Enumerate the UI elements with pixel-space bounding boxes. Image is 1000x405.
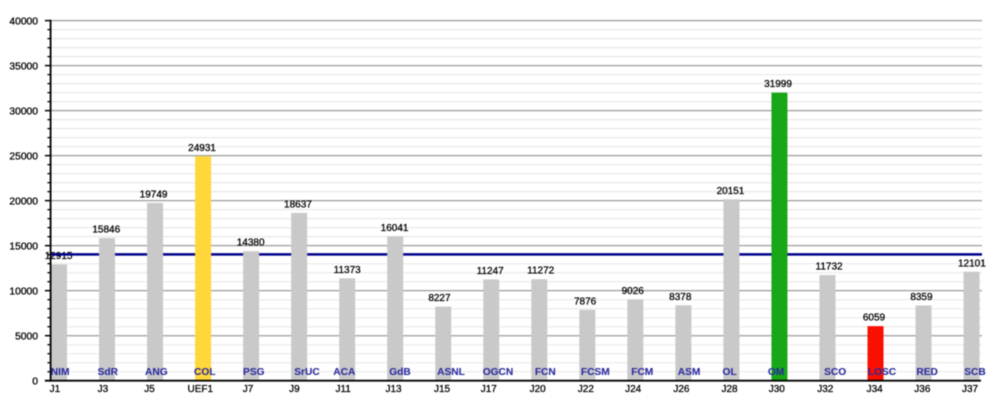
svg-text:ASNL: ASNL xyxy=(437,367,465,378)
svg-text:11272: 11272 xyxy=(527,266,555,277)
svg-text:J11: J11 xyxy=(335,384,351,395)
svg-text:25000: 25000 xyxy=(9,151,38,162)
svg-text:OGCN: OGCN xyxy=(483,367,514,378)
svg-text:FCSM: FCSM xyxy=(581,367,610,378)
svg-text:J32: J32 xyxy=(817,384,834,395)
svg-text:0: 0 xyxy=(32,377,38,388)
svg-text:SCB: SCB xyxy=(964,367,986,378)
svg-text:FCN: FCN xyxy=(535,367,556,378)
svg-text:J30: J30 xyxy=(769,384,786,395)
svg-text:J34: J34 xyxy=(867,384,884,395)
svg-text:11373: 11373 xyxy=(334,265,362,276)
svg-text:J17: J17 xyxy=(481,384,498,395)
svg-text:20000: 20000 xyxy=(9,196,38,207)
svg-text:J1: J1 xyxy=(50,384,61,395)
svg-text:ASM: ASM xyxy=(678,367,701,378)
svg-text:OL: OL xyxy=(723,367,737,378)
svg-text:J26: J26 xyxy=(673,384,690,395)
svg-text:15000: 15000 xyxy=(9,241,38,252)
svg-text:19749: 19749 xyxy=(140,189,168,200)
svg-text:J7: J7 xyxy=(243,384,254,395)
svg-text:J22: J22 xyxy=(578,384,595,395)
svg-text:SrUC: SrUC xyxy=(294,367,320,378)
svg-text:UEF1: UEF1 xyxy=(188,384,214,395)
svg-text:8359: 8359 xyxy=(910,292,933,303)
svg-text:16041: 16041 xyxy=(381,223,409,234)
svg-text:FCM: FCM xyxy=(631,367,653,378)
svg-text:J5: J5 xyxy=(144,384,155,395)
svg-text:20151: 20151 xyxy=(717,186,745,197)
svg-text:35000: 35000 xyxy=(9,61,38,72)
svg-text:15846: 15846 xyxy=(92,225,120,236)
svg-text:NIM: NIM xyxy=(51,367,70,378)
svg-text:LOSC: LOSC xyxy=(868,367,897,378)
svg-text:COL: COL xyxy=(194,367,216,378)
svg-text:J13: J13 xyxy=(385,384,402,395)
svg-text:SdR: SdR xyxy=(98,367,119,378)
svg-text:12915: 12915 xyxy=(45,251,73,262)
svg-text:5000: 5000 xyxy=(15,331,38,342)
svg-text:J24: J24 xyxy=(625,384,642,395)
svg-text:10000: 10000 xyxy=(9,286,38,297)
svg-text:8378: 8378 xyxy=(669,292,692,303)
svg-text:OM: OM xyxy=(768,367,784,378)
svg-text:ANG: ANG xyxy=(145,367,168,378)
svg-text:30000: 30000 xyxy=(9,106,38,117)
svg-text:7876: 7876 xyxy=(574,296,597,307)
svg-text:40000: 40000 xyxy=(9,16,38,27)
svg-text:GdB: GdB xyxy=(389,367,411,378)
svg-text:J36: J36 xyxy=(914,384,931,395)
svg-text:J37: J37 xyxy=(962,384,979,395)
svg-text:PSG: PSG xyxy=(243,367,265,378)
svg-text:J28: J28 xyxy=(722,384,739,395)
svg-text:24931: 24931 xyxy=(188,143,216,154)
svg-text:J3: J3 xyxy=(98,384,109,395)
svg-text:14380: 14380 xyxy=(237,238,265,249)
svg-text:8227: 8227 xyxy=(428,293,451,304)
svg-text:RED: RED xyxy=(916,367,938,378)
svg-text:12101: 12101 xyxy=(958,258,986,269)
svg-text:ACA: ACA xyxy=(333,367,356,378)
svg-text:11732: 11732 xyxy=(816,262,844,273)
svg-text:SCO: SCO xyxy=(824,367,846,378)
svg-text:9026: 9026 xyxy=(622,286,645,297)
svg-text:6059: 6059 xyxy=(863,313,886,324)
svg-text:11247: 11247 xyxy=(477,266,505,277)
svg-text:31999: 31999 xyxy=(764,79,792,90)
svg-text:J20: J20 xyxy=(530,384,547,395)
svg-text:J9: J9 xyxy=(289,384,300,395)
svg-text:18637: 18637 xyxy=(284,199,312,210)
svg-text:J15: J15 xyxy=(434,384,451,395)
